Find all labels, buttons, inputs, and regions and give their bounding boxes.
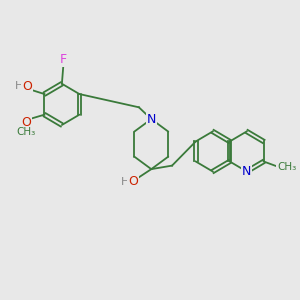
Text: O: O	[128, 175, 138, 188]
Text: CH₃: CH₃	[277, 162, 296, 172]
Text: N: N	[147, 112, 156, 126]
Text: O: O	[22, 80, 32, 93]
Text: F: F	[60, 52, 67, 65]
Text: N: N	[242, 165, 251, 178]
Text: O: O	[21, 116, 31, 129]
Text: CH₃: CH₃	[16, 127, 36, 137]
Text: H: H	[121, 176, 129, 187]
Text: H: H	[15, 81, 23, 92]
